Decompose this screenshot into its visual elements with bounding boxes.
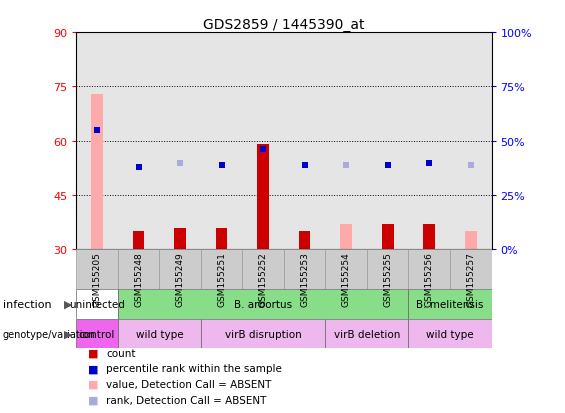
- Bar: [76, 289, 118, 319]
- Text: GSM155249: GSM155249: [176, 252, 185, 306]
- Bar: [159, 250, 201, 289]
- Bar: [201, 33, 242, 250]
- Text: GSM155254: GSM155254: [342, 252, 351, 306]
- Text: control: control: [79, 329, 115, 339]
- Bar: [408, 33, 450, 250]
- Bar: [299, 232, 311, 250]
- Bar: [201, 250, 242, 289]
- Text: GSM155257: GSM155257: [466, 252, 475, 307]
- Text: GSM155255: GSM155255: [383, 252, 392, 307]
- Bar: [408, 289, 492, 319]
- Text: GSM155248: GSM155248: [134, 252, 143, 306]
- Text: virB disruption: virB disruption: [225, 329, 302, 339]
- Text: virB deletion: virB deletion: [334, 329, 400, 339]
- Text: wild type: wild type: [426, 329, 474, 339]
- Bar: [382, 225, 394, 250]
- Bar: [201, 319, 325, 349]
- Text: wild type: wild type: [136, 329, 183, 339]
- Text: infection: infection: [3, 299, 51, 309]
- Bar: [284, 250, 325, 289]
- Bar: [325, 250, 367, 289]
- Text: uninfected: uninfected: [69, 299, 125, 309]
- Text: GSM155256: GSM155256: [425, 252, 434, 307]
- Bar: [174, 228, 186, 250]
- Bar: [340, 225, 352, 250]
- Bar: [367, 33, 408, 250]
- Bar: [408, 319, 492, 349]
- Text: GSM155251: GSM155251: [217, 252, 226, 307]
- Text: ▶: ▶: [63, 299, 72, 309]
- Bar: [91, 95, 103, 250]
- Text: GSM155205: GSM155205: [93, 252, 102, 307]
- Bar: [450, 33, 492, 250]
- Bar: [118, 289, 408, 319]
- Bar: [242, 33, 284, 250]
- Bar: [257, 145, 269, 250]
- Bar: [133, 232, 145, 250]
- Text: ■: ■: [88, 379, 98, 389]
- Bar: [76, 319, 118, 349]
- Text: percentile rank within the sample: percentile rank within the sample: [106, 363, 282, 373]
- Text: ■: ■: [88, 395, 98, 405]
- Text: ▶: ▶: [63, 329, 72, 339]
- Title: GDS2859 / 1445390_at: GDS2859 / 1445390_at: [203, 18, 364, 32]
- Bar: [118, 319, 201, 349]
- Text: value, Detection Call = ABSENT: value, Detection Call = ABSENT: [106, 379, 272, 389]
- Bar: [465, 232, 477, 250]
- Bar: [325, 319, 408, 349]
- Bar: [118, 250, 159, 289]
- Bar: [284, 33, 325, 250]
- Text: B. arbortus: B. arbortus: [234, 299, 292, 309]
- Bar: [76, 250, 118, 289]
- Bar: [408, 250, 450, 289]
- Text: genotype/variation: genotype/variation: [3, 329, 95, 339]
- Bar: [325, 33, 367, 250]
- Text: ■: ■: [88, 348, 98, 358]
- Text: B. melitensis: B. melitensis: [416, 299, 484, 309]
- Text: GSM155252: GSM155252: [259, 252, 268, 306]
- Bar: [423, 225, 435, 250]
- Text: ■: ■: [88, 363, 98, 373]
- Bar: [76, 33, 118, 250]
- Text: GSM155253: GSM155253: [300, 252, 309, 307]
- Bar: [367, 250, 408, 289]
- Text: rank, Detection Call = ABSENT: rank, Detection Call = ABSENT: [106, 395, 267, 405]
- Bar: [118, 33, 159, 250]
- Bar: [159, 33, 201, 250]
- Bar: [450, 250, 492, 289]
- Bar: [242, 250, 284, 289]
- Bar: [216, 228, 228, 250]
- Text: count: count: [106, 348, 136, 358]
